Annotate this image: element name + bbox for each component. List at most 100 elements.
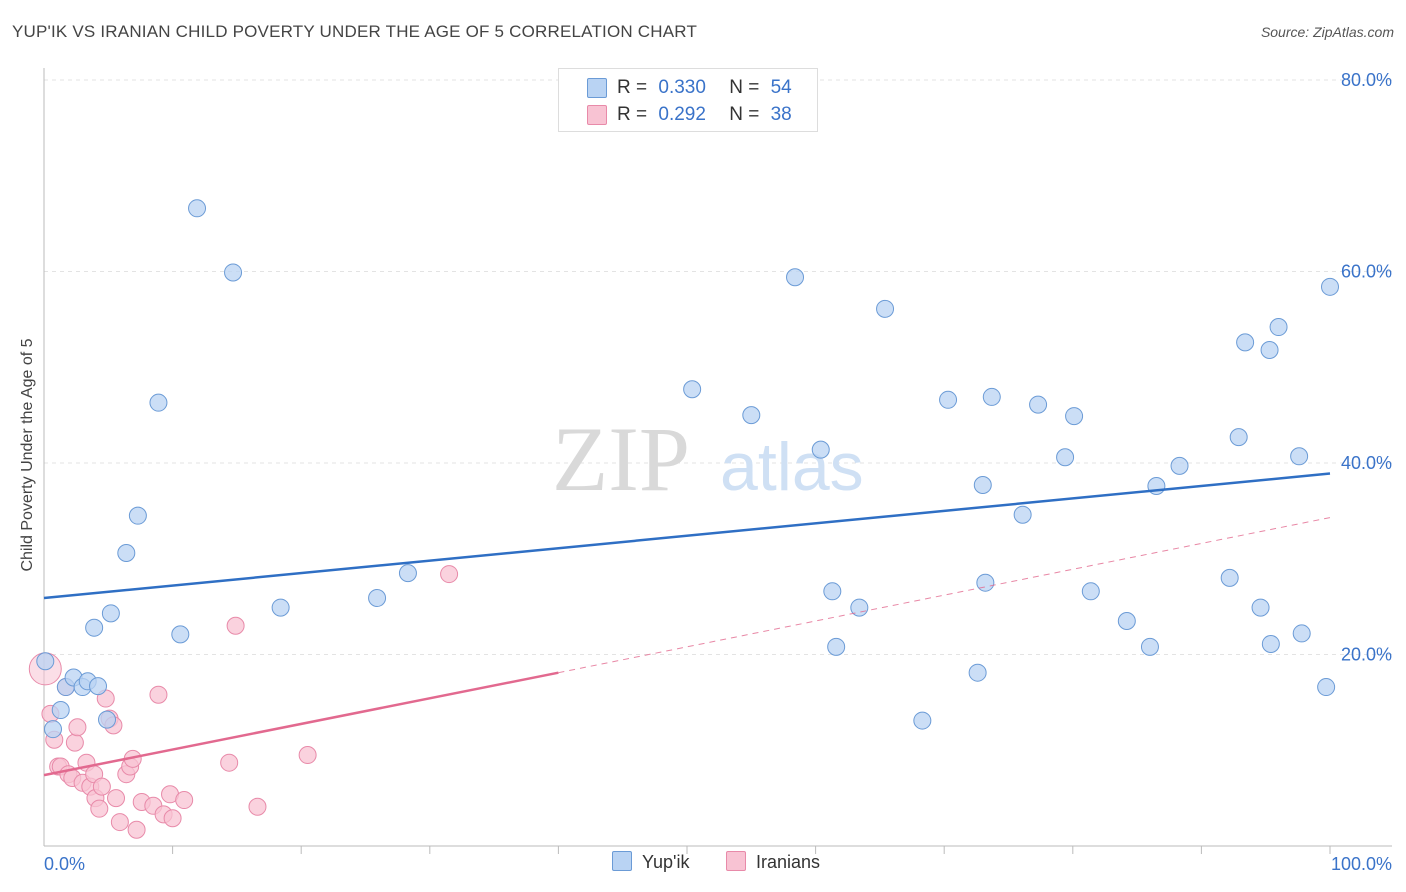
yupik-point [968, 663, 987, 682]
yupik-point [149, 393, 168, 412]
iranians-point [127, 820, 146, 839]
yupik-point [1260, 341, 1279, 360]
watermark-zip: ZIP [552, 408, 690, 510]
source-label: Source: ZipAtlas.com [1260, 24, 1394, 40]
yupik-point [823, 582, 842, 601]
legend-n-label: N = [729, 104, 760, 125]
yupik-point [786, 268, 805, 287]
legend-n-label: N = [729, 77, 760, 98]
yupik-point [1029, 395, 1048, 414]
iranians-point [149, 685, 168, 704]
yupik-point [811, 440, 830, 459]
yupik-point [1065, 407, 1084, 426]
legend-swatch-yupik [587, 78, 607, 98]
yupik-point [1140, 637, 1159, 656]
bottom-legend-label-yupik: Yup'ik [642, 852, 690, 872]
yupik-point [1220, 568, 1239, 587]
yupik-point [36, 652, 55, 671]
y-tick-label: 60.0% [1341, 262, 1392, 282]
yupik-point [973, 476, 992, 495]
yupik-point [1013, 505, 1032, 524]
yupik-point [982, 387, 1001, 406]
yupik-point [44, 720, 63, 739]
yupik-trend-line [43, 472, 1331, 600]
bottom-legend-swatch-yupik [612, 851, 632, 871]
yupik-point [742, 406, 761, 425]
iranians-point [163, 809, 182, 828]
bottom-legend-yupik: Yup'ik [612, 851, 689, 873]
iranians-point [68, 718, 87, 737]
legend-r-value-yupik: 0.330 [658, 77, 706, 98]
bottom-legend-iranians: Iranians [726, 851, 820, 873]
yupik-point [1081, 582, 1100, 601]
yupik-point [188, 199, 207, 218]
yupik-point [171, 625, 190, 644]
chart-title: YUP'IK VS IRANIAN CHILD POVERTY UNDER TH… [12, 22, 698, 41]
yupik-point [85, 618, 104, 637]
iranians-point [298, 746, 317, 765]
yupik-point [368, 589, 387, 608]
yupik-point [101, 604, 120, 623]
legend-swatch-iranians [587, 105, 607, 125]
x-tick-label: 0.0% [44, 854, 85, 874]
iranians-series [28, 565, 459, 839]
x-tick-label: 100.0% [1331, 854, 1392, 874]
legend-r-label: R = [617, 77, 648, 98]
iranians-point [440, 565, 459, 584]
yupik-point [271, 598, 290, 617]
iranians-point [175, 791, 194, 810]
yupik-point [89, 677, 108, 696]
yupik-point [913, 711, 932, 730]
yupik-point [1290, 447, 1309, 466]
iranians-point [220, 753, 239, 772]
legend-r-value-iranians: 0.292 [658, 104, 706, 125]
yupik-point [1292, 624, 1311, 643]
yupik-point [939, 390, 958, 409]
yupik-point [1236, 333, 1255, 352]
yupik-point [683, 380, 702, 399]
yupik-point [1317, 678, 1336, 697]
bottom-legend-swatch-iranians [726, 851, 746, 871]
watermark-atlas: atlas [720, 429, 864, 505]
yupik-point [117, 544, 136, 563]
iranians-point [90, 799, 109, 818]
iranians-trend-line [43, 671, 559, 777]
yupik-point [98, 710, 117, 729]
yupik-point [224, 263, 243, 282]
gridlines [44, 79, 1392, 655]
tick-labels: 20.0% 40.0% 60.0% 80.0% 0.0% 100.0% [44, 70, 1392, 874]
yupik-point [1321, 277, 1339, 296]
legend-n-value-yupik: 54 [770, 77, 792, 98]
yupik-point [1261, 634, 1280, 653]
legend-n-value-iranians: 38 [770, 104, 792, 125]
yupik-point [1229, 428, 1248, 447]
iranians-point [65, 733, 84, 752]
y-tick-label: 40.0% [1341, 453, 1392, 473]
yupik-point [1251, 598, 1270, 617]
yupik-point [827, 637, 846, 656]
yupik-point [876, 299, 895, 318]
yupik-point [1117, 611, 1136, 630]
yupik-point [1269, 318, 1288, 337]
iranians-point [92, 777, 111, 796]
yupik-series [36, 199, 1339, 739]
yupik-point [1170, 456, 1189, 475]
yupik-point [976, 573, 995, 592]
y-tick-label: 80.0% [1341, 70, 1392, 90]
y-tick-label: 20.0% [1341, 645, 1392, 665]
trend-lines [43, 472, 1331, 777]
iranians-point [107, 789, 126, 808]
yupik-point [1056, 448, 1075, 467]
iranians-point [248, 797, 267, 816]
yupik-point [398, 564, 417, 583]
iranians-point [226, 616, 245, 635]
legend-r-label: R = [617, 104, 648, 125]
watermark: ZIP atlas [552, 408, 864, 510]
iranians-point [110, 813, 129, 832]
bottom-legend-label-iranians: Iranians [756, 852, 821, 872]
yupik-point [128, 506, 147, 525]
yupik-point [51, 701, 70, 720]
legend: R = 0.330 N = 54 R = 0.292 N = 38 [558, 68, 818, 132]
iranians-trend-extension [558, 517, 1331, 674]
